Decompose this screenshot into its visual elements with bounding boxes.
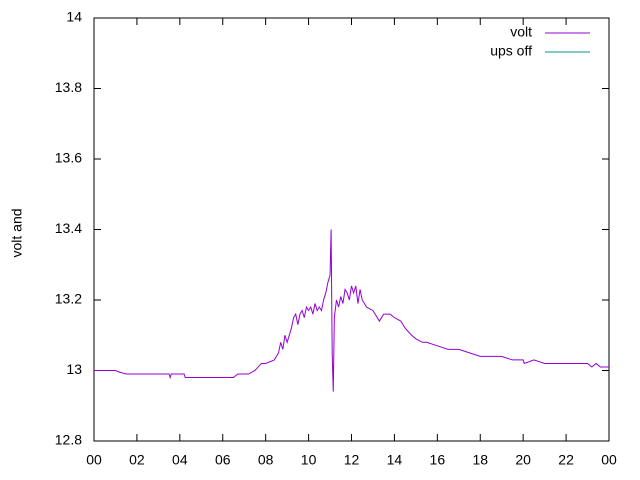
x-tick-label: 22 bbox=[558, 452, 574, 468]
legend-label: ups off bbox=[490, 43, 532, 59]
y-tick-label: 13.4 bbox=[55, 220, 82, 236]
x-tick-label: 20 bbox=[515, 452, 531, 468]
x-tick-label: 10 bbox=[301, 452, 317, 468]
x-tick-label: 08 bbox=[258, 452, 274, 468]
x-tick-label: 12 bbox=[344, 452, 360, 468]
x-tick-label: 18 bbox=[472, 452, 488, 468]
x-tick-label: 06 bbox=[215, 452, 231, 468]
y-tick-label: 13 bbox=[66, 361, 82, 377]
y-tick-label: 13.6 bbox=[55, 150, 82, 166]
x-tick-label: 16 bbox=[430, 452, 446, 468]
y-axis-label: volt and bbox=[9, 208, 25, 257]
series-line bbox=[94, 229, 609, 392]
y-tick-label: 13.2 bbox=[55, 291, 82, 307]
y-tick-label: 12.8 bbox=[55, 432, 82, 448]
y-tick-label: 13.8 bbox=[55, 79, 82, 95]
x-tick-label: 04 bbox=[172, 452, 188, 468]
x-tick-label: 00 bbox=[86, 452, 102, 468]
y-tick-label: 14 bbox=[66, 9, 82, 25]
x-tick-label: 14 bbox=[387, 452, 403, 468]
legend-label: volt bbox=[510, 24, 532, 40]
x-tick-label: 02 bbox=[129, 452, 145, 468]
x-tick-label: 00 bbox=[601, 452, 617, 468]
